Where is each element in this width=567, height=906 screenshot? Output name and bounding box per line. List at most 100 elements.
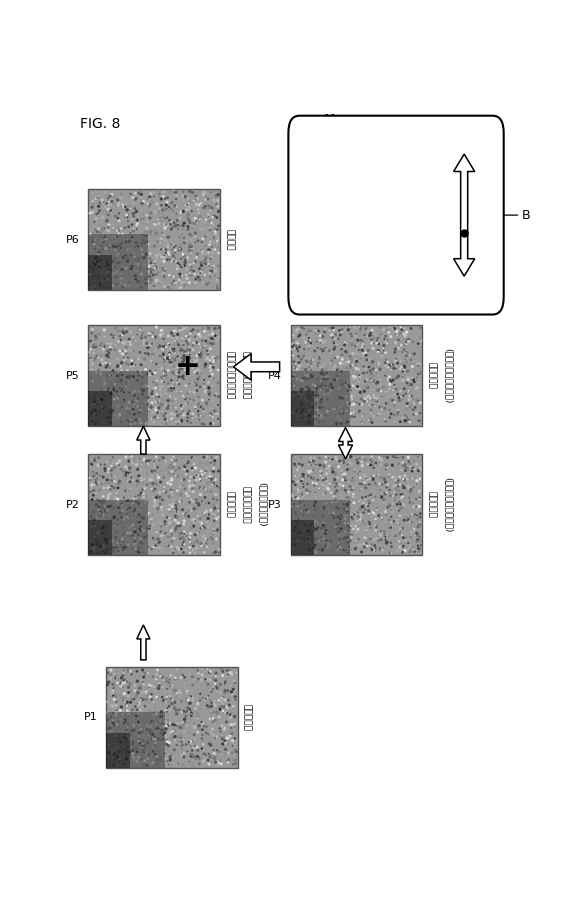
Point xyxy=(214,509,223,524)
Point xyxy=(200,380,209,394)
Point xyxy=(327,207,336,222)
Point xyxy=(325,479,334,494)
Point xyxy=(369,341,378,355)
Point xyxy=(128,190,137,205)
Point xyxy=(412,456,421,470)
Point xyxy=(137,473,146,487)
Point xyxy=(150,256,159,271)
Point xyxy=(335,454,344,468)
Point xyxy=(399,490,408,505)
Point xyxy=(380,494,389,508)
Point xyxy=(148,367,157,381)
Point xyxy=(164,329,173,343)
Point xyxy=(176,398,185,412)
Point xyxy=(397,345,407,360)
Point xyxy=(130,351,139,365)
Point xyxy=(153,336,162,351)
Point xyxy=(318,228,327,243)
Point xyxy=(347,458,356,472)
Point xyxy=(105,351,115,365)
Point xyxy=(359,496,368,510)
Point xyxy=(168,220,177,235)
Point xyxy=(365,239,374,254)
Point xyxy=(157,450,166,465)
Point xyxy=(299,331,308,345)
Point xyxy=(100,464,109,478)
Point xyxy=(94,206,103,220)
Point xyxy=(382,457,391,471)
Point xyxy=(109,236,118,250)
Point xyxy=(156,362,166,377)
Point xyxy=(174,450,183,465)
Point xyxy=(177,705,187,719)
Point xyxy=(197,417,206,431)
Point xyxy=(101,376,110,390)
Point xyxy=(358,245,367,259)
Point xyxy=(205,258,214,273)
Point xyxy=(129,402,138,417)
Point xyxy=(345,524,354,538)
Point xyxy=(214,330,223,344)
Point xyxy=(94,366,103,381)
Point xyxy=(347,482,356,496)
Point xyxy=(387,269,396,284)
Point xyxy=(95,406,104,420)
Point xyxy=(113,488,122,503)
Point xyxy=(320,369,329,383)
Point xyxy=(209,218,218,233)
Point xyxy=(359,541,368,555)
Point xyxy=(356,502,365,516)
Point xyxy=(377,510,386,525)
Point xyxy=(318,232,327,246)
Point xyxy=(174,684,183,699)
Point xyxy=(185,240,194,255)
Point xyxy=(317,199,326,214)
Point xyxy=(204,728,213,742)
Point xyxy=(361,345,370,360)
Point xyxy=(109,679,119,693)
Point xyxy=(203,476,212,490)
Point xyxy=(297,534,306,548)
Point xyxy=(297,398,306,412)
Point xyxy=(223,701,232,716)
Point xyxy=(147,513,156,527)
Point xyxy=(125,451,134,466)
Point xyxy=(164,526,173,541)
Point xyxy=(160,188,170,203)
Point xyxy=(202,201,211,216)
Point xyxy=(190,237,199,252)
Point xyxy=(104,260,113,275)
Point xyxy=(187,394,196,409)
Point xyxy=(122,401,131,416)
Point xyxy=(400,322,409,336)
Point xyxy=(289,328,298,342)
Point xyxy=(327,261,336,275)
Point xyxy=(335,211,344,226)
Point xyxy=(303,477,312,491)
Point xyxy=(318,541,327,555)
Point xyxy=(124,662,133,677)
Point xyxy=(159,470,168,485)
Point xyxy=(147,732,156,747)
Point xyxy=(208,210,217,225)
Point xyxy=(164,675,174,689)
Point xyxy=(327,328,336,342)
Point xyxy=(387,360,396,374)
Point xyxy=(168,365,177,380)
Point xyxy=(374,175,383,189)
Point xyxy=(204,457,213,471)
Point xyxy=(391,177,400,191)
Point xyxy=(353,505,362,519)
Point xyxy=(163,239,172,254)
Point xyxy=(394,474,403,488)
Point xyxy=(214,204,223,218)
Point xyxy=(94,448,103,463)
Point xyxy=(299,409,308,423)
Point xyxy=(351,217,360,232)
Point xyxy=(180,715,189,729)
Point xyxy=(124,689,133,703)
Point xyxy=(141,224,150,238)
Point xyxy=(358,265,367,280)
Point xyxy=(348,389,357,403)
Point xyxy=(343,336,352,351)
